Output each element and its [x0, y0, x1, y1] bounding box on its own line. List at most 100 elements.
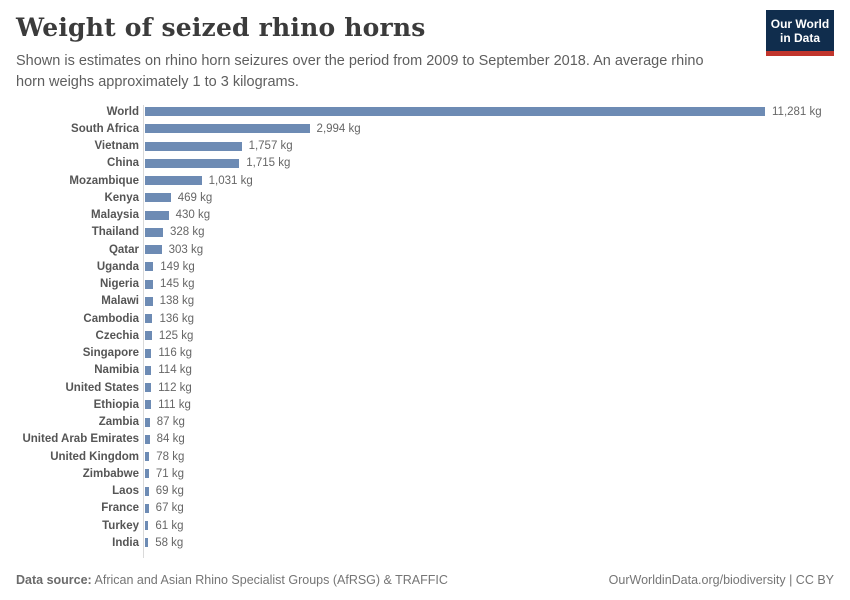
- bar[interactable]: [145, 176, 202, 186]
- bar-row: Uganda 149 kg: [16, 258, 834, 275]
- bar[interactable]: [145, 158, 240, 168]
- category-label: World: [106, 105, 139, 118]
- bar[interactable]: [145, 486, 149, 496]
- owid-url-license-link[interactable]: OurWorldinData.org/biodiversity | CC BY: [608, 573, 834, 587]
- chart-footer: Data source: African and Asian Rhino Spe…: [16, 573, 834, 587]
- y-axis-line: [143, 105, 144, 558]
- value-label: 303 kg: [168, 243, 204, 256]
- bar[interactable]: [145, 538, 149, 548]
- value-label: 1,031 kg: [208, 174, 253, 187]
- bar-row: South Africa 2,994 kg: [16, 120, 834, 137]
- bar-row: France 67 kg: [16, 500, 834, 517]
- bar[interactable]: [145, 262, 154, 272]
- bar[interactable]: [145, 331, 152, 341]
- value-label: 328 kg: [170, 226, 205, 239]
- bar-row: Malaysia 430 kg: [16, 207, 834, 224]
- value-label: 145 kg: [159, 278, 195, 291]
- owid-logo[interactable]: Our World in Data: [766, 10, 834, 56]
- bar[interactable]: [145, 193, 171, 203]
- value-label: 1,757 kg: [248, 140, 293, 153]
- category-label: Uganda: [96, 260, 139, 273]
- category-label: Zambia: [98, 416, 139, 429]
- bar[interactable]: [145, 400, 152, 410]
- bar-row: India 58 kg: [16, 534, 834, 551]
- category-label: Malawi: [101, 295, 139, 308]
- bar-chart: World 11,281 kg South Africa 2,994 kg Vietna…: [16, 103, 834, 558]
- page-title: Weight of seized rhino horns: [16, 13, 426, 42]
- category-label: South Africa: [71, 122, 139, 135]
- value-label: 84 kg: [156, 433, 185, 446]
- bar-row: United Arab Emirates 84 kg: [16, 431, 834, 448]
- bar-row: Qatar 303 kg: [16, 241, 834, 258]
- category-label: Singapore: [82, 347, 139, 360]
- bar[interactable]: [145, 314, 153, 324]
- bar[interactable]: [145, 365, 152, 375]
- category-label: United Kingdom: [50, 450, 139, 463]
- bar[interactable]: [145, 503, 149, 513]
- bar-row: Czechia 125 kg: [16, 327, 834, 344]
- bar[interactable]: [145, 141, 242, 151]
- bar[interactable]: [145, 245, 162, 255]
- bar-row: Kenya 469 kg: [16, 189, 834, 206]
- bar[interactable]: [145, 227, 164, 237]
- bar-row: Zimbabwe 71 kg: [16, 465, 834, 482]
- value-label: 469 kg: [177, 191, 213, 204]
- category-label: Thailand: [91, 226, 139, 239]
- bar[interactable]: [145, 296, 153, 306]
- value-label: 61 kg: [155, 519, 184, 532]
- value-label: 111 kg: [158, 398, 191, 411]
- bar-row: Nigeria 145 kg: [16, 276, 834, 293]
- bar-row: Ethiopia 111 kg: [16, 396, 834, 413]
- bar[interactable]: [145, 107, 765, 117]
- category-label: Vietnam: [94, 140, 139, 153]
- chart-header: Weight of seized rhino horns Shown is es…: [0, 0, 850, 93]
- value-label: 2,994 kg: [316, 122, 361, 135]
- bar[interactable]: [145, 434, 150, 444]
- value-label: 1,715 kg: [246, 157, 291, 170]
- value-label: 136 kg: [159, 312, 194, 325]
- bar-row: Turkey 61 kg: [16, 517, 834, 534]
- data-source: Data source: African and Asian Rhino Spe…: [16, 573, 448, 587]
- data-source-label: Data source:: [16, 573, 92, 587]
- bar-row: Laos 69 kg: [16, 483, 834, 500]
- bar[interactable]: [145, 124, 310, 134]
- bar[interactable]: [145, 469, 149, 479]
- bar-row: United Kingdom 78 kg: [16, 448, 834, 465]
- value-label: 58 kg: [155, 536, 184, 549]
- value-label: 78 kg: [156, 450, 185, 463]
- bar-row: Singapore 116 kg: [16, 345, 834, 362]
- bar-rows: World 11,281 kg South Africa 2,994 kg Vietna…: [16, 103, 834, 552]
- bar-row: Cambodia 136 kg: [16, 310, 834, 327]
- category-label: Nigeria: [100, 278, 139, 291]
- value-label: 430 kg: [175, 209, 211, 222]
- owid-logo-line2: in Data: [779, 31, 820, 46]
- category-label: Mozambique: [69, 174, 139, 187]
- bar[interactable]: [145, 279, 153, 289]
- category-label: Zimbabwe: [82, 467, 139, 480]
- value-label: 114 kg: [158, 364, 192, 377]
- value-label: 71 kg: [155, 467, 185, 480]
- category-label: Namibia: [94, 364, 139, 377]
- category-label: United Arab Emirates: [22, 433, 139, 446]
- value-label: 11,281 kg: [772, 105, 822, 118]
- category-label: Kenya: [104, 191, 139, 204]
- bar-row: Vietnam 1,757 kg: [16, 138, 834, 155]
- bar[interactable]: [145, 452, 150, 462]
- bar[interactable]: [145, 210, 169, 220]
- value-label: 87 kg: [156, 416, 185, 429]
- bar[interactable]: [145, 348, 152, 358]
- bar[interactable]: [145, 521, 149, 531]
- value-label: 125 kg: [158, 329, 194, 342]
- category-label: Laos: [112, 485, 139, 498]
- category-label: Qatar: [108, 243, 139, 256]
- value-label: 112 kg: [158, 381, 192, 394]
- bar-row: Mozambique 1,031 kg: [16, 172, 834, 189]
- bar[interactable]: [145, 417, 150, 427]
- owid-logo-line1: Our World: [770, 17, 830, 31]
- bar-row: United States 112 kg: [16, 379, 834, 396]
- category-label: United States: [65, 381, 140, 394]
- bar[interactable]: [145, 383, 152, 393]
- category-label: Malaysia: [91, 209, 139, 222]
- bar-row: Zambia 87 kg: [16, 414, 834, 431]
